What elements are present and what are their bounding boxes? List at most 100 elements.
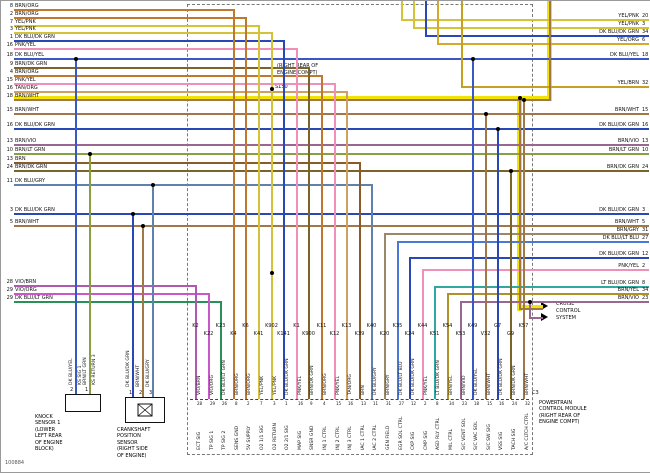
crank-sensor-crystal-icon xyxy=(137,403,153,417)
wire-h xyxy=(14,301,220,303)
wire-label: 16 xyxy=(642,122,649,128)
rotated-label: BRN/DK GRN xyxy=(310,365,315,395)
wire-v xyxy=(529,301,531,317)
wire-h xyxy=(14,213,649,215)
terminal-number: 15 xyxy=(336,401,342,406)
rotated-label: BRN xyxy=(361,385,366,395)
wire-v xyxy=(334,83,336,399)
rotated-label: LT BLU/DK GRN xyxy=(436,360,441,395)
wire-label: 24 xyxy=(642,164,649,170)
splice-id-label: S150 xyxy=(275,84,288,90)
wire-label: DK BLU/DK GRN xyxy=(599,29,639,35)
rotated-label: BRN/ORG xyxy=(247,373,252,395)
pin-code: K44 xyxy=(417,323,428,329)
wire-label: BRN/ORG xyxy=(15,11,39,17)
pin-code: K22 xyxy=(203,331,214,337)
wire-label: 13 xyxy=(642,138,649,144)
wire-label: BRN/WHT xyxy=(15,219,40,225)
wire-label: 20 xyxy=(642,13,649,19)
wire-v xyxy=(371,184,373,399)
wire-v xyxy=(447,293,449,399)
crank-pin-1: 1 xyxy=(129,390,133,396)
cruise-label-line3: SYSTEM xyxy=(556,315,576,321)
rotated-label: IAC 1 CTRL xyxy=(361,424,366,450)
pin-code: K2 xyxy=(192,323,199,329)
pin-code: K23 xyxy=(215,323,226,329)
wire-label: 15 xyxy=(6,107,13,113)
rotated-label: DK BLU/DK GRN xyxy=(499,358,504,395)
wire-label: BRN/VIO xyxy=(15,138,37,144)
doc-number: 100884 xyxy=(5,460,25,466)
wire-label: 5 xyxy=(642,219,646,225)
wire-label: DK BLU/DK GRN xyxy=(15,207,55,213)
wire-h xyxy=(14,67,308,69)
wire-label: DK BLU/DK GRN xyxy=(599,207,639,213)
terminal-number: 16 xyxy=(348,401,354,406)
wire-h xyxy=(425,35,649,37)
wire-label: PNK/YEL xyxy=(15,77,36,83)
wire-label: 12 xyxy=(642,251,649,257)
pin-code: K20 xyxy=(379,331,390,337)
wire-label: 15 xyxy=(6,77,13,83)
terminal-number: 8 xyxy=(235,401,238,406)
rotated-label: S/C VAC SOL xyxy=(474,421,479,450)
wire-label: BRN/DK GRN xyxy=(15,61,48,67)
rotated-label: VIO/BRN xyxy=(197,375,202,395)
pcm-connector-line xyxy=(190,399,529,400)
wire-h xyxy=(14,40,283,42)
wire-h xyxy=(14,25,258,27)
wire-v xyxy=(195,285,197,399)
wire-label: 16 xyxy=(6,85,13,91)
rotated-label: BRN/YEL xyxy=(449,375,454,395)
rotated-label: BRN/WHT xyxy=(487,372,492,395)
cruise-arrow-bottom xyxy=(541,313,548,321)
wire-v xyxy=(497,128,499,399)
wire-label: BRN/DK GRN xyxy=(15,164,48,170)
wire-label: PNK/YEL xyxy=(618,263,639,269)
pin-code: K49 xyxy=(467,323,478,329)
wire-label: 2 xyxy=(9,11,13,17)
wire-v xyxy=(89,153,91,394)
wire-v xyxy=(258,25,260,399)
pin-code: K57 xyxy=(518,323,529,329)
wire-label: BRN/YEL xyxy=(617,287,639,293)
wire-h xyxy=(422,269,649,271)
wire-label: 10 xyxy=(6,147,13,153)
wire-h xyxy=(14,75,321,77)
wire-label: DK BLU/YEL xyxy=(15,52,45,58)
wire-label: 23 xyxy=(642,295,649,301)
wire-h xyxy=(529,317,543,319)
wire-label: BRN/VIO xyxy=(617,295,639,301)
wire-label: 8 xyxy=(642,280,646,286)
wire-label: 11 xyxy=(6,178,13,184)
wire-label: DK BLU/GRY xyxy=(15,178,46,184)
wire-label: 18 xyxy=(642,52,649,58)
wire-label: 29 xyxy=(6,295,13,301)
junction-dot xyxy=(496,127,501,132)
wire-label: VIO/BRN xyxy=(15,279,37,285)
wire-h xyxy=(384,233,649,235)
pin-code: K1 xyxy=(293,323,300,329)
wire-h xyxy=(447,293,649,295)
junction-dot xyxy=(484,112,489,117)
terminal-number: 26 xyxy=(222,401,228,406)
rotated-label: IAC 2 CTRL xyxy=(373,424,378,450)
pin-code: K900 xyxy=(302,331,315,337)
rotated-label: GEN FIELD xyxy=(386,425,391,450)
pin-code: V32 xyxy=(480,331,491,337)
wire-label: LT BLU/DK GRN xyxy=(601,280,639,286)
wire-label: 29 xyxy=(6,287,13,293)
terminal-number: 29 xyxy=(210,401,216,406)
rotated-label: O2 2/1 SIG xyxy=(285,425,290,450)
wire-h xyxy=(14,113,649,115)
rotated-label: 5V SUPPLY xyxy=(247,425,252,450)
rotated-label: MIL CTRL xyxy=(449,428,454,450)
wire-v xyxy=(142,225,144,397)
wire-label: 16 xyxy=(6,42,13,48)
rotated-label: BRN/ORG xyxy=(235,373,240,395)
wire-label: BRN/WHT xyxy=(614,219,639,225)
rotated-label: BRN/VIO xyxy=(462,375,467,395)
terminal-number: 1 xyxy=(285,401,288,406)
wire-label: 34 xyxy=(642,29,649,35)
splice-note-line1: (RIGHT REAR OF xyxy=(277,63,319,69)
